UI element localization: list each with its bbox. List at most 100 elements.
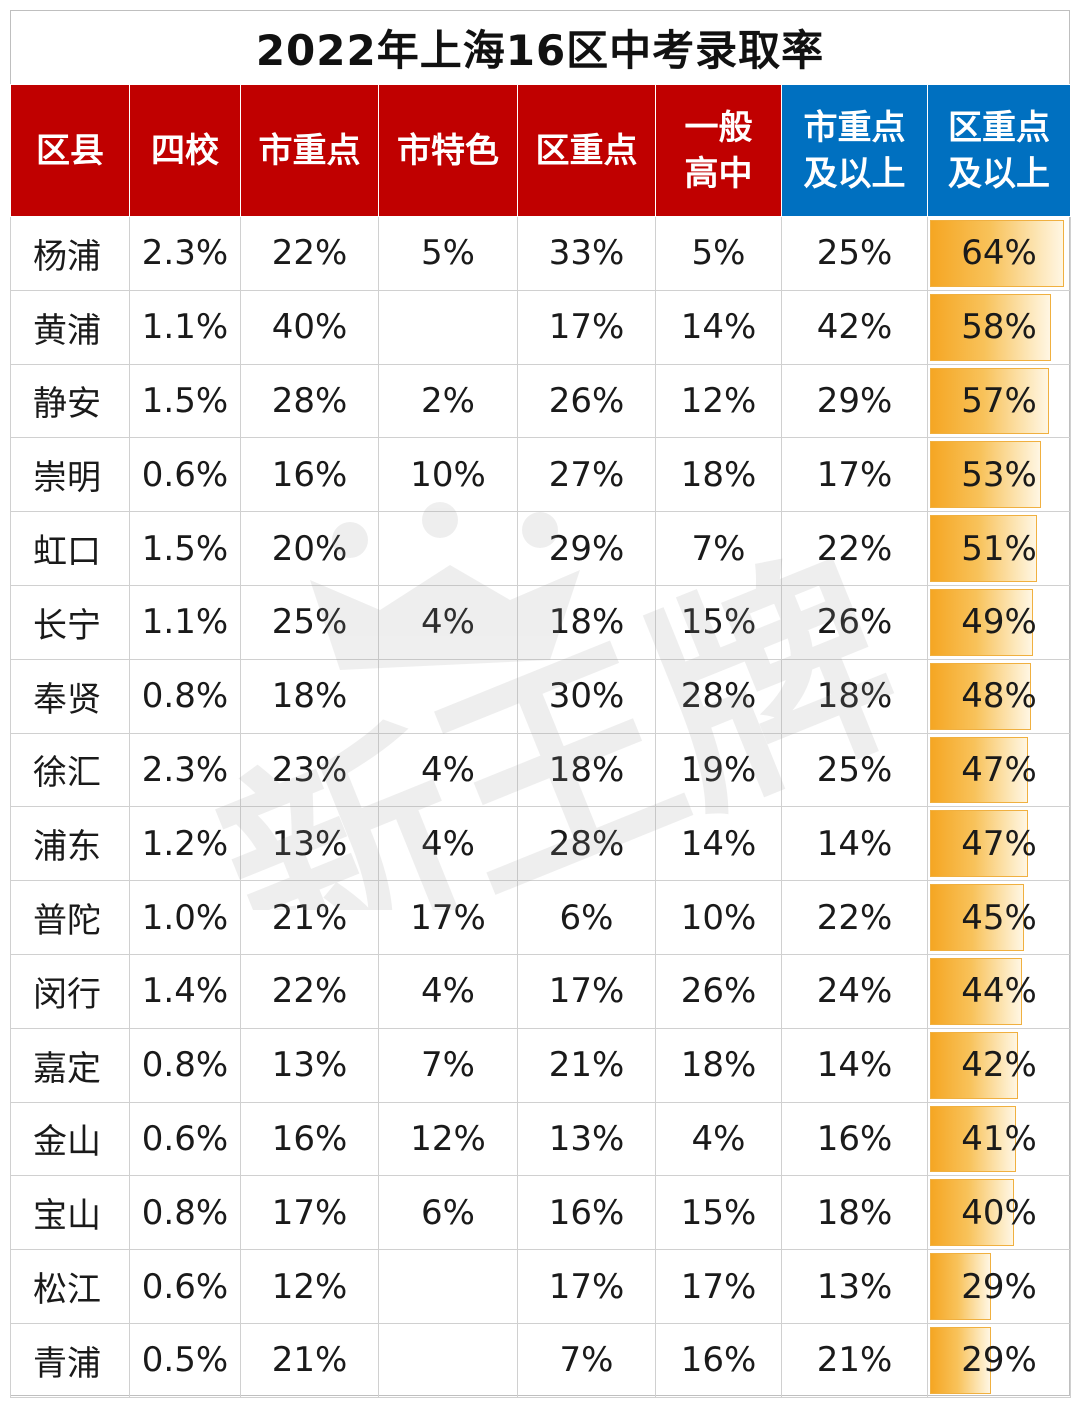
data-bar-label: 64% <box>961 233 1037 274</box>
rate-cell: 13% <box>240 1027 379 1103</box>
data-bar-label: 53% <box>961 454 1037 495</box>
rate-cell: 29% <box>517 511 656 586</box>
rate-cell: 21% <box>517 1027 656 1103</box>
data-bar-label: 29% <box>961 1340 1037 1381</box>
district-cell: 宝山 <box>10 1175 130 1251</box>
district-cell: 浦东 <box>10 806 130 882</box>
rate-cell: 23% <box>240 732 379 808</box>
table-row: 奉贤 0.8% 18% 30% 28% 18% 48% <box>10 658 1071 734</box>
rate-cell <box>378 658 518 734</box>
rate-cell: 6% <box>517 880 656 955</box>
rate-cell: 7% <box>655 511 782 586</box>
data-bar <box>930 736 1029 804</box>
rate-cell: 14% <box>655 806 782 882</box>
rate-cell: 0.6% <box>129 1249 241 1324</box>
table-row: 闵行 1.4% 22% 4% 17% 26% 24% 44% <box>10 953 1071 1029</box>
rate-cell: 0.8% <box>129 1027 241 1103</box>
data-bar-label: 58% <box>961 307 1037 348</box>
rate-cell: 25% <box>240 584 379 660</box>
data-bar-cell: 45% <box>927 880 1071 955</box>
table-row: 黄浦 1.1% 40% 17% 14% 42% 58% <box>10 289 1071 365</box>
data-bar-cell: 40% <box>927 1175 1071 1251</box>
data-bar-cell: 47% <box>927 732 1071 808</box>
table-row: 普陀 1.0% 21% 17% 6% 10% 22% 45% <box>10 880 1071 955</box>
district-cell: 静安 <box>10 363 130 439</box>
district-cell: 徐汇 <box>10 732 130 808</box>
rate-cell: 16% <box>781 1101 928 1177</box>
data-bar-cell: 57% <box>927 363 1071 439</box>
data-bar <box>930 588 1033 656</box>
rate-cell: 5% <box>655 216 782 291</box>
rate-cell: 18% <box>655 437 782 513</box>
district-cell: 黄浦 <box>10 289 130 365</box>
rate-cell: 28% <box>517 806 656 882</box>
rate-cell: 1.4% <box>129 953 241 1029</box>
header-row: 区县 四校 市重点 市特色 区重点 一般 高中 市重点 及以上 区重点 及以上 <box>10 84 1071 217</box>
column-header-line: 市特色 <box>397 130 499 171</box>
rate-cell: 16% <box>655 1322 782 1398</box>
data-bar-cell: 64% <box>927 216 1071 291</box>
column-header-line: 市重点 <box>258 130 361 171</box>
rate-cell: 25% <box>781 216 928 291</box>
rate-cell: 25% <box>781 732 928 808</box>
rate-cell: 17% <box>378 880 518 955</box>
rate-cell: 16% <box>240 1101 379 1177</box>
table-row: 杨浦 2.3% 22% 5% 33% 5% 25% 64% <box>10 216 1071 291</box>
rate-cell: 17% <box>517 953 656 1029</box>
data-bar-cell: 53% <box>927 437 1071 513</box>
rate-cell: 17% <box>517 289 656 365</box>
rate-cell: 2% <box>378 363 518 439</box>
district-cell: 普陀 <box>10 880 130 955</box>
rate-cell <box>378 511 518 586</box>
column-header-line: 区重点 <box>948 107 1050 148</box>
rate-cell: 18% <box>240 658 379 734</box>
rate-cell: 1.0% <box>129 880 241 955</box>
rate-cell: 27% <box>517 437 656 513</box>
column-header-line: 区县 <box>36 130 104 171</box>
rate-cell: 40% <box>240 289 379 365</box>
district-cell: 崇明 <box>10 437 130 513</box>
admission-rate-table: 区县 四校 市重点 市特色 区重点 一般 高中 市重点 及以上 区重点 及以上 杨浦 2.3% 22% 5… <box>10 84 1071 1398</box>
rate-cell: 42% <box>781 289 928 365</box>
column-header-line: 四校 <box>151 130 219 171</box>
rate-cell <box>378 1322 518 1398</box>
rate-cell: 22% <box>240 216 379 291</box>
table-row: 徐汇 2.3% 23% 4% 18% 19% 25% 47% <box>10 732 1071 808</box>
district-cell: 杨浦 <box>10 216 130 291</box>
rate-cell: 29% <box>781 363 928 439</box>
column-header: 四校 <box>129 84 241 217</box>
data-bar-label: 47% <box>961 823 1037 864</box>
rate-cell: 26% <box>655 953 782 1029</box>
rate-cell: 15% <box>655 584 782 660</box>
table-row: 长宁 1.1% 25% 4% 18% 15% 26% 49% <box>10 584 1071 660</box>
data-bar-label: 47% <box>961 749 1037 790</box>
rate-cell: 4% <box>655 1101 782 1177</box>
rate-cell: 4% <box>378 584 518 660</box>
rate-cell: 4% <box>378 953 518 1029</box>
rate-cell: 6% <box>378 1175 518 1251</box>
rate-cell: 10% <box>378 437 518 513</box>
table-row: 嘉定 0.8% 13% 7% 21% 18% 14% 42% <box>10 1027 1071 1103</box>
data-bar-cell: 47% <box>927 806 1071 882</box>
rate-cell: 15% <box>655 1175 782 1251</box>
data-bar-cell: 44% <box>927 953 1071 1029</box>
rate-cell: 4% <box>378 806 518 882</box>
district-cell: 青浦 <box>10 1322 130 1398</box>
rate-cell <box>378 1249 518 1324</box>
column-header-line: 高中 <box>684 153 753 194</box>
data-bar-cell: 51% <box>927 511 1071 586</box>
data-bar <box>930 515 1037 582</box>
data-bar-cell: 29% <box>927 1322 1071 1398</box>
rate-cell <box>378 289 518 365</box>
rate-cell: 2.3% <box>129 732 241 808</box>
rate-cell: 2.3% <box>129 216 241 291</box>
data-bar-cell: 29% <box>927 1249 1071 1324</box>
rate-cell: 12% <box>240 1249 379 1324</box>
district-cell: 松江 <box>10 1249 130 1324</box>
rate-cell: 14% <box>781 806 928 882</box>
rate-cell: 22% <box>781 880 928 955</box>
data-bar-label: 57% <box>961 380 1037 421</box>
rate-cell: 18% <box>655 1027 782 1103</box>
rate-cell: 5% <box>378 216 518 291</box>
